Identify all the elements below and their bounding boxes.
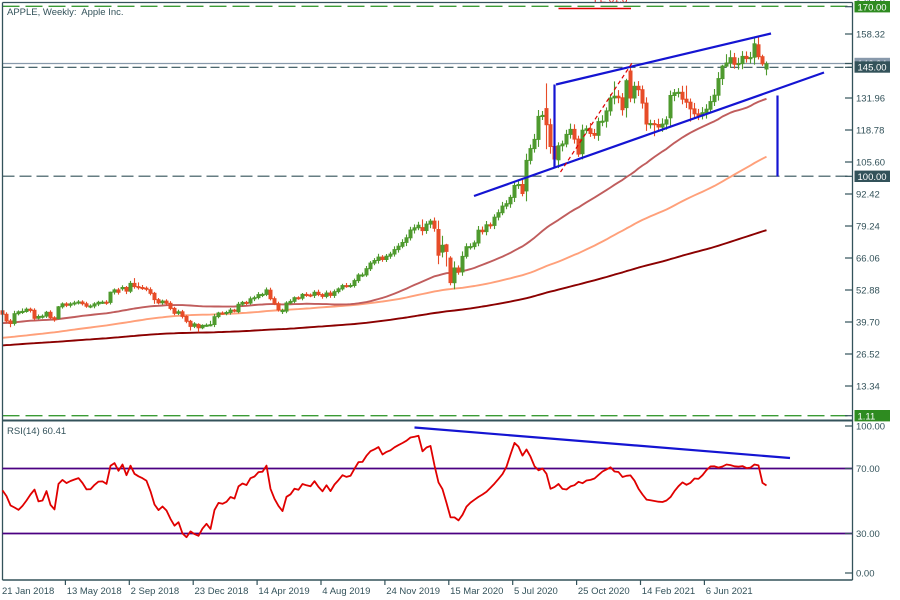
svg-text:14 Feb 2021: 14 Feb 2021 — [642, 586, 695, 597]
svg-text:100.00: 100.00 — [858, 172, 887, 183]
svg-text:100.00: 100.00 — [856, 421, 885, 432]
svg-text:21 Jan 2018: 21 Jan 2018 — [2, 586, 54, 597]
svg-text:66.06: 66.06 — [856, 253, 880, 264]
svg-text:RSI(14) 60.41: RSI(14) 60.41 — [7, 426, 66, 437]
svg-text:92.42: 92.42 — [856, 189, 880, 200]
svg-text:0.00: 0.00 — [856, 568, 875, 579]
svg-text:5 Jul 2020: 5 Jul 2020 — [514, 586, 558, 597]
svg-text:23 Dec 2018: 23 Dec 2018 — [195, 586, 249, 597]
svg-text:170.00: 170.00 — [858, 2, 887, 13]
svg-text:6 Jun 2021: 6 Jun 2021 — [706, 586, 753, 597]
svg-text:79.24: 79.24 — [856, 221, 880, 232]
svg-text:13 May 2018: 13 May 2018 — [67, 586, 122, 597]
svg-text:105.60: 105.60 — [856, 157, 885, 168]
svg-text:15 Mar 2020: 15 Mar 2020 — [450, 586, 503, 597]
svg-text:158.32: 158.32 — [856, 29, 885, 40]
svg-text:24 Nov 2019: 24 Nov 2019 — [386, 586, 440, 597]
svg-text:39.70: 39.70 — [856, 317, 880, 328]
svg-text:52.88: 52.88 — [856, 285, 880, 296]
svg-text:1.11: 1.11 — [858, 411, 876, 422]
svg-text:2 Sep 2018: 2 Sep 2018 — [131, 586, 180, 597]
svg-text:118.78: 118.78 — [856, 125, 884, 136]
svg-text:131.96: 131.96 — [856, 93, 885, 104]
svg-text:APPLE, Weekly: Apple Inc.: APPLE, Weekly: Apple Inc. — [7, 7, 124, 18]
svg-text:70.00: 70.00 — [856, 464, 880, 475]
svg-text:25 Oct 2020: 25 Oct 2020 — [578, 586, 630, 597]
svg-text:13.34: 13.34 — [856, 381, 880, 392]
svg-text:145.00: 145.00 — [858, 63, 887, 74]
svg-text:14 Apr 2019: 14 Apr 2019 — [258, 586, 309, 597]
svg-text:4 Aug 2019: 4 Aug 2019 — [322, 586, 370, 597]
svg-text:26.52: 26.52 — [856, 349, 880, 360]
svg-text:30.00: 30.00 — [856, 529, 880, 540]
